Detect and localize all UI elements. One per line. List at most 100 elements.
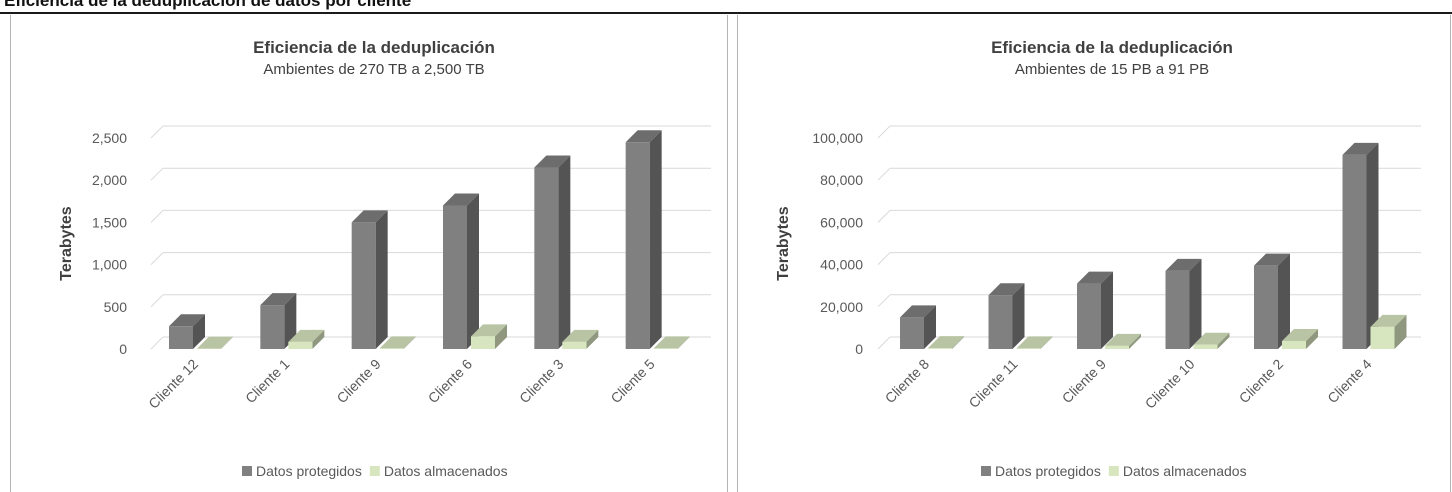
bar-almacenados-side (221, 336, 233, 349)
gridline-diag (150, 252, 164, 265)
bar-protegidos-front (260, 305, 285, 349)
bar-almacenados-side (403, 336, 416, 349)
bar-almacenados (1016, 336, 1053, 349)
y-tick-label: 1,500 (92, 214, 127, 230)
chart-title: Eficiencia de la deduplicación (253, 38, 495, 57)
bar-protegidos-side (1189, 258, 1202, 349)
legend-swatch-protegidos (981, 466, 991, 476)
bar-protegidos-side (1101, 271, 1113, 349)
bar-almacenados-top (288, 329, 325, 342)
y-tick-label: 20,000 (820, 299, 863, 315)
bar-protegidos (1342, 142, 1379, 349)
bar-protegidos-side (924, 305, 936, 349)
bar-protegidos (260, 293, 297, 349)
bar-almacenados-front (288, 341, 313, 349)
chart-panel-small-environments: Eficiencia de la deduplicación Ambientes … (10, 15, 728, 492)
bar-protegidos (351, 210, 388, 349)
bar-almacenados-top (1282, 328, 1318, 341)
bar-protegidos-front (443, 205, 467, 349)
gridline-diag (150, 210, 164, 223)
bar-almacenados-side (1217, 332, 1230, 349)
bar-protegidos-front (988, 295, 1013, 349)
bar-almacenados-side (952, 336, 964, 349)
bar-almacenados-top (653, 336, 690, 349)
bar-protegidos-side (1366, 142, 1379, 349)
x-tick-label: Cliente 6 (425, 356, 476, 407)
legend-label-protegidos: Datos protegidos (256, 463, 362, 479)
bar-protegidos-front (900, 317, 924, 349)
bar-almacenados-top (1016, 336, 1053, 349)
bar-almacenados-side (495, 324, 507, 349)
y-tick-label: 2,500 (92, 130, 127, 146)
bar-almacenados-side (1394, 314, 1407, 349)
bar-protegidos (443, 193, 479, 349)
chart-subtitle: Ambientes de 15 PB a 91 PB (1015, 61, 1209, 78)
bar-almacenados (197, 336, 233, 349)
bar-protegidos-front (1077, 283, 1101, 349)
bar-almacenados (1105, 333, 1141, 349)
y-tick-label: 500 (104, 299, 128, 315)
gridline-diag (150, 125, 164, 139)
bar-protegidos-side (467, 193, 479, 349)
bar-protegidos-top (1254, 253, 1290, 266)
bar-almacenados-top (1105, 333, 1141, 346)
bar-protegidos (625, 130, 662, 349)
bar-almacenados-side (1306, 328, 1318, 349)
x-tick-label: Cliente 12 (145, 356, 201, 412)
chart-title: Eficiencia de la deduplicación (991, 38, 1233, 57)
legend-swatch-almacenados (369, 466, 380, 476)
bar-almacenados-side (677, 336, 690, 349)
x-tick-label: Cliente 3 (516, 356, 567, 407)
bar-almacenados (1370, 314, 1407, 349)
bar-protegidos-front (1254, 265, 1278, 349)
gridline-diag (877, 252, 891, 265)
bar-almacenados-side (586, 329, 599, 349)
bar-protegidos-side (649, 130, 662, 349)
x-tick-label: Cliente 5 (607, 356, 658, 407)
bar-protegidos-top (1165, 258, 1202, 271)
bar-almacenados-top (1370, 314, 1407, 327)
x-tick-label: Cliente 11 (965, 356, 1020, 411)
cut-off-heading-text: Eficiencia de la deduplicación de datos … (4, 0, 412, 10)
bar-protegidos-side (558, 155, 571, 349)
bar-almacenados-front (1016, 348, 1041, 349)
gridline-diag (150, 294, 164, 308)
bar-almacenados-top (562, 329, 599, 342)
bar-almacenados-side (1040, 336, 1053, 349)
y-tick-label: 0 (119, 341, 127, 357)
bar-protegidos-top (534, 155, 571, 168)
bar-protegidos (1077, 271, 1113, 349)
bar-protegidos-top (988, 283, 1025, 296)
chart-panel-large-environments: Eficiencia de la deduplicación Ambientes … (737, 15, 1451, 492)
legend-label-protegidos: Datos protegidos (995, 463, 1101, 479)
bar-protegidos-top (443, 193, 479, 206)
bar-protegidos-top (1077, 271, 1113, 284)
chart-subtitle: Ambientes de 270 TB a 2,500 TB (263, 61, 484, 78)
bar-protegidos-top (351, 210, 388, 223)
chart-svg-small: Eficiencia de la deduplicación Ambientes … (58, 38, 711, 479)
legend-label-almacenados: Datos almacenados (384, 463, 508, 479)
x-tick-label: Cliente 9 (333, 356, 384, 407)
chart-svg-large: Eficiencia de la deduplicación Ambientes … (775, 38, 1421, 479)
x-tick-label: Cliente 2 (1236, 356, 1287, 407)
bar-almacenados-front (1282, 340, 1306, 349)
bar-protegidos-top (1342, 142, 1379, 155)
bar-protegidos-top (625, 130, 662, 143)
x-tick-label: Cliente 8 (882, 356, 933, 407)
bar-almacenados-front (471, 336, 495, 349)
bar-protegidos (1254, 253, 1290, 349)
bar-protegidos-front (351, 222, 376, 349)
bar-protegidos-front (1342, 154, 1367, 349)
cut-off-heading: Eficiencia de la deduplicación de datos … (0, 0, 1452, 14)
bar-almacenados-side (1129, 333, 1141, 349)
gridline-diag (150, 336, 164, 350)
gridline-diag (877, 336, 891, 350)
bar-protegidos-side (1278, 253, 1290, 349)
bar-protegidos-side (375, 210, 388, 349)
x-tick-label: Cliente 9 (1059, 356, 1110, 407)
bar-protegidos-front (169, 326, 193, 349)
bar-protegidos-front (534, 167, 559, 349)
x-tick-label: Cliente 10 (1142, 356, 1198, 412)
gridline-diag (877, 125, 891, 139)
gridline-diag (877, 294, 891, 308)
